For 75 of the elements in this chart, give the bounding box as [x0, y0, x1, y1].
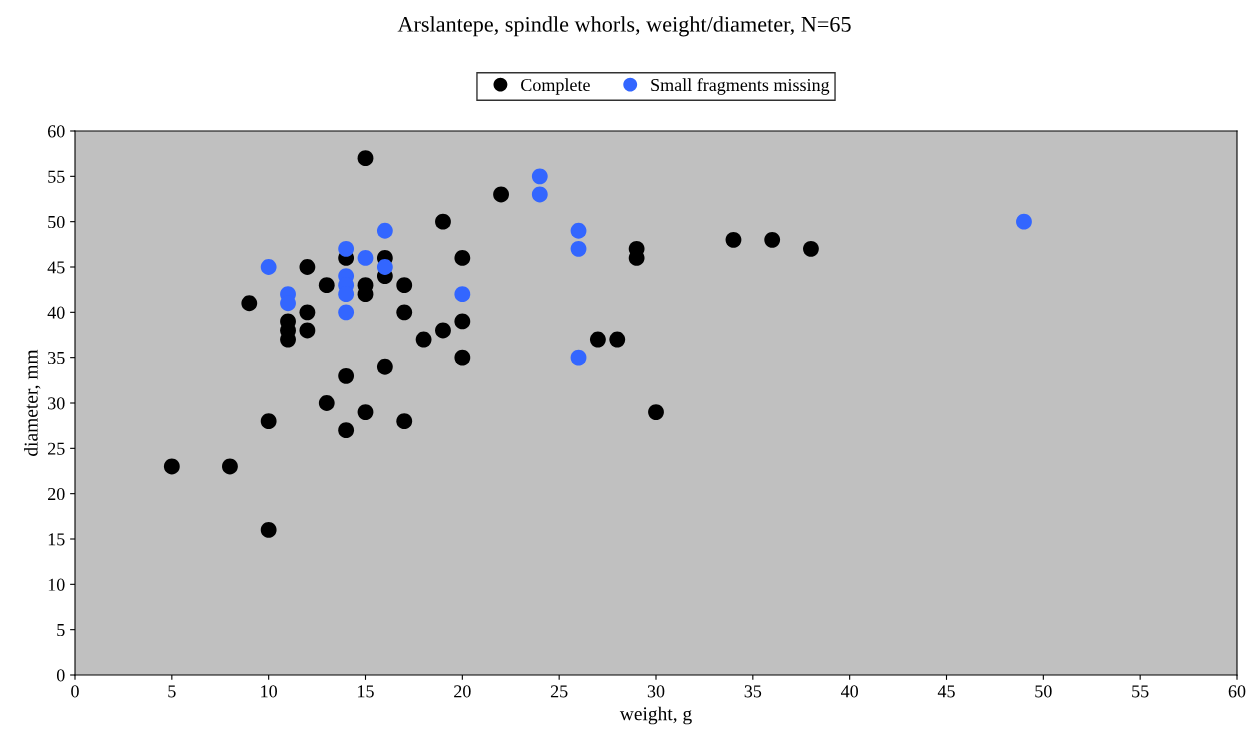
point [454, 313, 471, 330]
point [299, 322, 316, 339]
x-tick-label: 15 [358, 685, 374, 698]
point [435, 213, 451, 230]
point [531, 168, 548, 185]
x-tick-label: 35 [744, 685, 762, 698]
y-tick-label: 40 [47, 306, 65, 319]
point [357, 404, 374, 420]
x-axis-title: weight, g [619, 706, 692, 725]
point [454, 286, 471, 303]
point [764, 231, 781, 248]
y-tick-label: 0 [56, 669, 65, 682]
y-tick-label: 55 [48, 170, 65, 183]
point [260, 259, 277, 275]
x-tick-label: 50 [1035, 685, 1052, 698]
y-tick-label: 25 [48, 442, 65, 455]
x-tick-label: 30 [647, 685, 665, 698]
point [803, 240, 819, 257]
y-tick-label: 5 [57, 624, 65, 637]
y-tick-label: 30 [48, 397, 65, 410]
point [531, 186, 548, 203]
point [163, 458, 180, 475]
point [260, 522, 277, 538]
y-axis-title: diameter, mm [24, 349, 41, 456]
y-tick-label: 20 [48, 487, 65, 501]
point [570, 222, 587, 239]
y-tick-label: 60 [48, 125, 65, 138]
point [376, 358, 393, 375]
point [338, 304, 355, 321]
y-tick-label: 15 [48, 533, 65, 546]
y-tick-label: 10 [48, 578, 65, 591]
point [318, 395, 335, 411]
point [493, 186, 509, 203]
legend-label: Small fragments missing [651, 78, 830, 95]
point [376, 222, 393, 239]
point [260, 413, 277, 430]
point [357, 150, 374, 167]
point [454, 349, 471, 366]
point [415, 331, 432, 348]
x-tick-label: 10 [261, 685, 278, 698]
point [609, 331, 626, 348]
point [589, 331, 606, 348]
x-tick-label: 20 [454, 685, 471, 698]
x-tick-label: 45 [937, 685, 955, 698]
x-tick-label: 5 [168, 685, 176, 698]
point [338, 422, 355, 439]
point [357, 250, 374, 266]
x-tick-label: 0 [71, 685, 79, 698]
point [299, 259, 316, 275]
point [338, 367, 355, 384]
y-tick-label: 45 [47, 261, 65, 274]
x-tick-label: 25 [550, 685, 568, 698]
point [318, 277, 335, 294]
point [725, 231, 742, 248]
point [1016, 213, 1032, 230]
x-tick-label: 55 [1132, 685, 1149, 698]
point [570, 240, 587, 257]
point [648, 404, 664, 420]
point [338, 240, 355, 257]
x-tick-label: 40 [840, 685, 859, 698]
point [396, 413, 413, 430]
point [454, 250, 471, 266]
point [241, 295, 258, 312]
point [570, 349, 587, 366]
y-tick-label: 50 [48, 215, 65, 229]
legend-label: Complete [521, 78, 590, 95]
point [435, 322, 451, 339]
point [396, 304, 413, 321]
chart-title: Arslantepe, spindle whorls, weight/diameter, N=65 [397, 16, 851, 37]
y-tick-label: 35 [48, 351, 65, 365]
point [376, 259, 393, 275]
point [299, 304, 316, 321]
x-tick-label: 60 [1228, 685, 1246, 698]
point [222, 458, 238, 475]
point [396, 277, 413, 294]
